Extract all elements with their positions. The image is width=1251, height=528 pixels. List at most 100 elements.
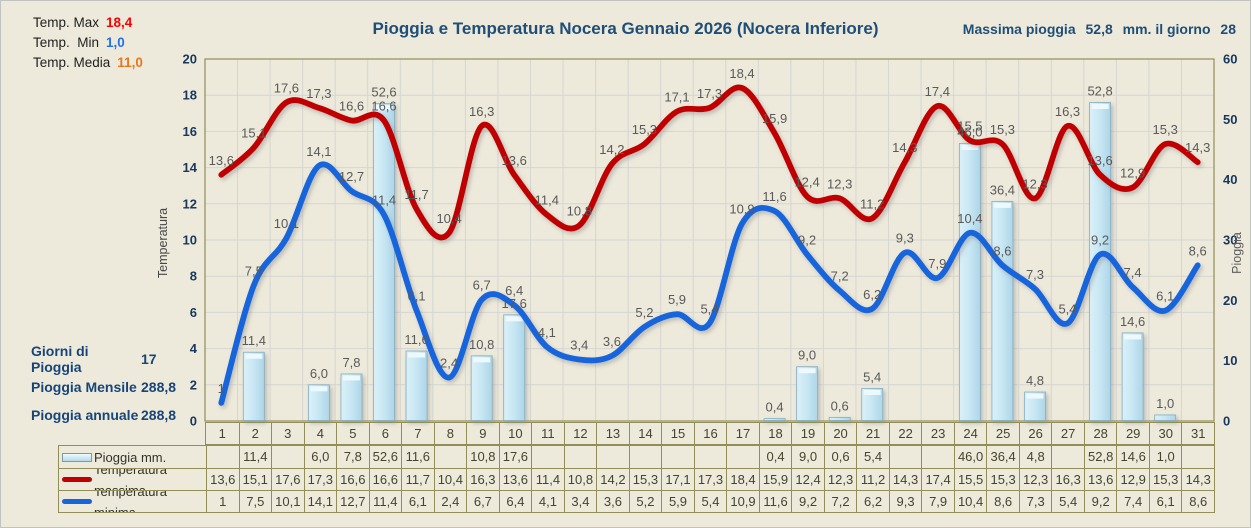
svg-text:11,4: 11,4 [242, 333, 266, 348]
table-cell: 6,1 [401, 490, 434, 512]
day-label: 22 [888, 423, 922, 444]
svg-text:15,9: 15,9 [762, 111, 787, 126]
table-cell: 10,9 [726, 490, 759, 512]
table-cell: 11,4 [531, 468, 564, 490]
svg-text:6,7: 6,7 [473, 278, 491, 293]
svg-text:18: 18 [183, 88, 197, 103]
svg-text:5,4: 5,4 [700, 301, 718, 316]
svg-text:1,0: 1,0 [1156, 396, 1174, 411]
table-cell: 6,0 [303, 446, 337, 468]
table-cell: 8,6 [1181, 490, 1214, 512]
table-cell: 1 [206, 490, 239, 512]
svg-text:11,4: 11,4 [372, 193, 396, 208]
svg-text:52,8: 52,8 [1087, 83, 1112, 98]
table-cell [628, 446, 662, 468]
table-cell: 15,3 [628, 468, 662, 490]
svg-text:11,7: 11,7 [404, 187, 428, 202]
svg-text:3,6: 3,6 [603, 334, 621, 349]
svg-text:11,6: 11,6 [762, 189, 786, 204]
svg-text:11,2: 11,2 [860, 196, 884, 211]
temp-min-label: Temp. Min [33, 35, 100, 50]
table-cell: 14,1 [303, 490, 337, 512]
temp-media-label: Temp. Media [33, 55, 111, 70]
day-label: 29 [1116, 423, 1149, 444]
day-label: 9 [466, 423, 499, 444]
table-cell: 11,6 [758, 490, 792, 512]
table-cell: 52,6 [368, 446, 402, 468]
svg-text:11,4: 11,4 [535, 193, 559, 208]
table-cell [888, 446, 922, 468]
table-cell: 12,9 [1116, 468, 1149, 490]
day-label: 30 [1148, 423, 1182, 444]
svg-text:30: 30 [1223, 233, 1237, 248]
svg-text:17,6: 17,6 [502, 296, 527, 311]
svg-text:8,6: 8,6 [1189, 243, 1207, 258]
svg-text:9,2: 9,2 [798, 233, 816, 248]
svg-text:1: 1 [218, 381, 225, 396]
table-cell: 17,3 [303, 468, 337, 490]
svg-text:11,6: 11,6 [404, 332, 428, 347]
svg-text:5,2: 5,2 [635, 305, 653, 320]
legend-cell-pioggia-mm-: Pioggia mm. [59, 446, 206, 468]
legend-cell-temperatura-minima: Temperatura minima [59, 490, 206, 512]
temp-max-label: Temp. Max [33, 15, 100, 30]
svg-text:12,7: 12,7 [339, 169, 364, 184]
day-label: 24 [953, 423, 987, 444]
svg-text:60: 60 [1223, 52, 1237, 67]
day-label: 31 [1181, 423, 1214, 444]
day-label: 1 [218, 426, 226, 441]
table-cell: 16,6 [368, 468, 402, 490]
day-label: 8 [433, 423, 467, 444]
table-cell [1051, 446, 1084, 468]
table-cell: 46,0 [953, 446, 987, 468]
svg-text:15,3: 15,3 [990, 122, 1015, 137]
chart-data-table: Pioggia mm. 11,4 6,0 7,8 52,6 11,6 10,8 17,6 0,4… [58, 445, 1215, 513]
svg-text:50: 50 [1223, 112, 1237, 127]
table-cell: 2,4 [433, 490, 467, 512]
table-cell: 11,7 [401, 468, 434, 490]
day-label: 10 [498, 423, 532, 444]
svg-text:5,4: 5,4 [863, 369, 881, 384]
table-cell: 18,4 [726, 468, 759, 490]
table-cell: 0,6 [823, 446, 857, 468]
table-cell [563, 446, 597, 468]
table-cell: 5,4 [1051, 490, 1084, 512]
table-cell: 7,2 [823, 490, 857, 512]
table-cell: 10,8 [563, 468, 597, 490]
svg-text:14,1: 14,1 [306, 144, 331, 159]
svg-text:4,8: 4,8 [1026, 373, 1044, 388]
table-cell: 36,4 [986, 446, 1019, 468]
svg-text:10,8: 10,8 [567, 204, 592, 219]
left-axis-ticks: 0 2 4 6 8 10 12 14 16 18 20 [183, 52, 198, 429]
table-cell: 17,6 [271, 468, 304, 490]
svg-text:6: 6 [190, 305, 197, 320]
table-cell: 8,6 [986, 490, 1019, 512]
table-cell: 10,1 [271, 490, 304, 512]
day-label: 17 [726, 423, 759, 444]
svg-text:7,3: 7,3 [1026, 267, 1044, 282]
svg-text:4: 4 [190, 341, 198, 356]
table-cell: 14,2 [596, 468, 629, 490]
svg-text:12,9: 12,9 [1120, 166, 1145, 181]
table-cell [726, 446, 759, 468]
svg-text:13,6: 13,6 [502, 153, 527, 168]
rain-year-label: Pioggia annuale [31, 407, 139, 423]
table-cell [693, 446, 727, 468]
table-cell: 6,7 [466, 490, 499, 512]
svg-text:10: 10 [183, 233, 197, 248]
table-cell: 9,2 [1083, 490, 1117, 512]
max-rain-unit: mm. il giorno [1122, 21, 1211, 37]
right-axis-title: Pioggia [1230, 232, 1244, 274]
day-label: 23 [921, 423, 954, 444]
table-cell [271, 446, 304, 468]
svg-text:6,4: 6,4 [505, 283, 523, 298]
svg-text:17,6: 17,6 [274, 80, 299, 95]
day-label: 3 [271, 423, 304, 444]
table-cell: 9,3 [888, 490, 922, 512]
day-label: 14 [628, 423, 662, 444]
svg-text:0,6: 0,6 [831, 398, 849, 413]
plot-border [204, 58, 1215, 422]
table-cell: 10,8 [466, 446, 499, 468]
day-label: 20 [823, 423, 857, 444]
table-cell: 7,5 [238, 490, 272, 512]
